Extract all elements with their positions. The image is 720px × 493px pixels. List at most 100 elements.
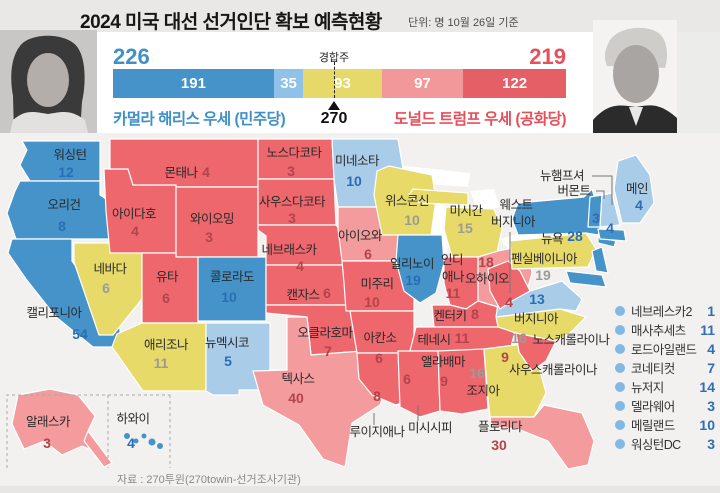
list-item-votes: 3 [707,397,715,414]
list-item-name: 뉴저지 [631,381,664,395]
state-votes-label: 6 [403,371,411,387]
state-name-label: 미주리 [360,277,393,291]
state-name-label: 알래스카 [26,415,71,429]
stacked-bar: 191 35 93 97 122 [113,69,566,98]
list-item-name: 로드아일랜드 [631,343,697,357]
trump-portrait-silhouette [593,20,677,133]
state-votes-label: 54 [72,326,88,342]
list-item: 뉴저지 14 [615,377,715,396]
bullet-dot-icon [615,324,625,335]
state-votes-label: 10 [221,289,237,305]
state-votes-label: 11 [455,330,470,346]
state-votes-label: 4 [296,258,304,274]
state-name-label: 미시간 [449,204,483,218]
state-new-jersey [591,246,609,274]
bar-segment-trump-lean: 97 [381,69,464,98]
state-name-label: 웨스트 [499,198,532,212]
state-texas [252,316,391,468]
list-item: 메릴랜드 10 [615,415,715,434]
state-name-label: 사우스다코타 [259,195,326,209]
trump-caption: 도널드 트럼프 우세 (공화당) [393,111,567,128]
hawaii-islands [124,433,163,449]
state-votes-label: 4 [202,164,210,180]
state-votes-label: 9 [501,349,509,365]
state-name-label: 유타 [156,270,179,284]
state-name-label: 버몬트 [557,184,590,198]
state-name-label: 뉴멕시코 [205,336,249,350]
bullet-dot-icon [615,381,625,392]
state-name-label: 아칸소 [363,331,396,345]
state-name-label: 뉴햄프셔 [540,168,584,183]
inset-dashed-border [6,394,171,468]
state-california [7,238,121,348]
state-votes-label: 3 [287,163,295,179]
state-votes-label: 10 [346,173,362,189]
state-name-label: 텍사스 [281,372,314,386]
state-illinois [395,234,445,304]
state-votes-label: 8 [373,388,381,404]
state-votes-label: 6 [102,280,110,296]
state-name-label: 인디 [441,253,463,267]
harris-portrait-silhouette [0,30,97,133]
state-name-label: 캘리포니아 [26,306,82,320]
harris-total: 226 [113,44,150,69]
bar-segment-trump-solid: 122 [463,69,566,98]
state-name-label: 캔자스 [286,288,319,302]
state-name-label: 노스캐롤라이나 [532,333,610,347]
harris-caption: 카멀라 해리스 우세 (민주당) [113,111,286,128]
list-item: 로드아일랜드 4 [615,339,715,358]
east-coast-states-list: 네브레스카2 1 매사추세츠 11 로드아일랜드 4 코네티컷 7 뉴저지 14… [615,301,715,453]
state-votes-label: 6 [323,285,331,301]
state-utah [141,252,199,324]
bullet-dot-icon [615,400,625,411]
state-name-label: 몬태나 [164,166,198,180]
state-name-label: 버지니아 [491,215,536,229]
state-name-label: 미시시피 [408,421,452,435]
state-colorado [197,256,267,322]
trump-photo [593,20,677,133]
state-votes-label: 4 [131,223,139,239]
list-item: 매사추세츠 11 [615,320,715,339]
state-new-york [511,188,603,236]
state-votes-label: 9 [440,373,448,389]
state-votes-label: 15 [457,220,473,236]
list-item: 코네티컷 7 [615,358,715,377]
source-credit: 자료 : 270투윈(270towin-선거조사기관) [117,474,301,486]
state-name-label: 하와이 [116,412,149,426]
state-votes-label: 11 [446,285,461,301]
trump-total: 219 [529,44,566,69]
state-name-label: 미네소타 [335,154,380,168]
state-name-label: 버지니아 [514,312,559,326]
state-name-label: 아이다호 [112,207,156,221]
state-name-label: 오하이오 [465,272,509,286]
state-name-label: 조지아 [466,384,500,398]
state-name-label: 워싱턴 [53,148,86,162]
state-michigan-upper [408,188,469,206]
state-votes-label: 18 [478,254,494,270]
state-votes-label: 4 [127,435,135,451]
state-votes-label: 4 [505,294,513,310]
threshold-dashed-line [334,62,335,98]
state-name-label: 위스콘신 [385,194,429,208]
list-item-votes: 14 [699,378,715,395]
state-votes-label: 4 [635,197,643,213]
state-name-label: 일리노이 [390,257,434,271]
state-alabama [437,348,489,415]
states-new-england-coast [597,228,627,242]
bar-segment-harris-solid: 191 [113,69,274,98]
threshold-marker-icon [328,101,340,110]
state-votes-label: 28 [567,228,583,244]
list-item-name: 메릴랜드 [631,419,675,433]
lake-huron [470,189,500,211]
state-name-label: 플로리다 [478,420,523,434]
threshold-value: 270 [320,110,348,127]
list-item: 델라웨어 3 [615,396,715,415]
state-votes-label: 13 [529,291,545,307]
state-votes-label: 10 [404,212,420,228]
list-item-votes: 10 [699,416,715,433]
list-item: 워싱턴DC 3 [615,434,715,453]
state-votes-label: 16 [469,365,485,381]
state-name-label: 테네시 [417,333,450,347]
state-name-label: 콜로라도 [210,270,254,284]
list-item-name: 매사추세츠 [631,324,686,338]
